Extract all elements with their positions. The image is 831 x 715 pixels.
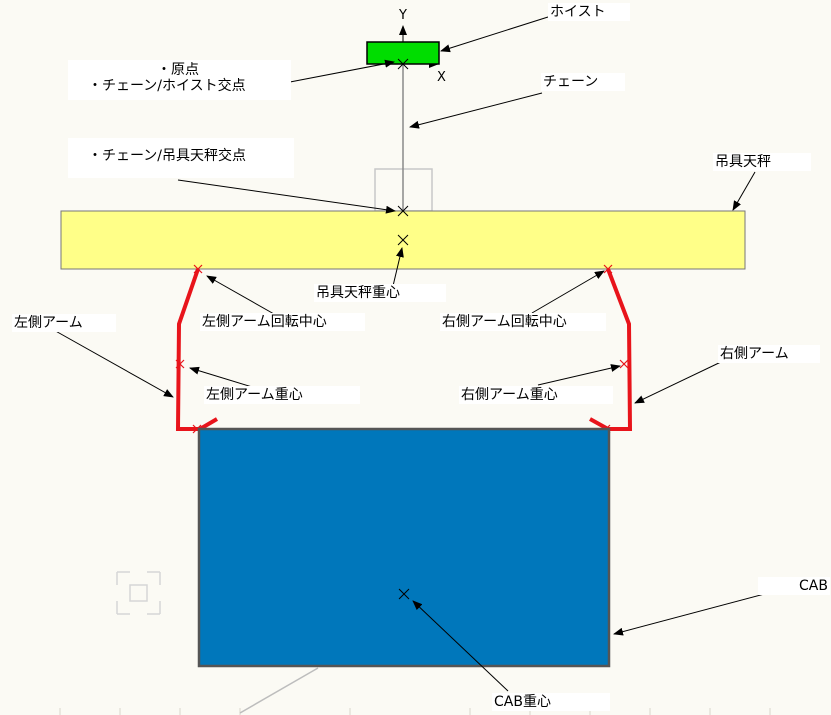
hoist-label: ホイスト bbox=[548, 3, 630, 21]
left-arm-pivot-marker bbox=[193, 264, 203, 274]
right-arm-label: 右側アーム bbox=[718, 345, 820, 363]
chain-spreader-intersection-label: ・チェーン/吊具天秤交点 bbox=[88, 148, 247, 164]
chain-spreader-intersection-marker bbox=[397, 205, 409, 217]
right-arm-cog-marker bbox=[619, 359, 629, 369]
cab-body bbox=[197, 427, 611, 668]
y-axis-label: Y bbox=[399, 8, 407, 23]
chain-hoist-intersection-label: ・チェーン/ホイスト交点 bbox=[88, 78, 246, 94]
spreader-cog-marker bbox=[397, 234, 409, 246]
spreader-cog-label: 吊具天秤重心 bbox=[314, 284, 446, 302]
reference-line-bottom bbox=[239, 667, 319, 714]
cab-cog-marker bbox=[398, 588, 410, 600]
grid-ticks bbox=[59, 708, 771, 715]
left-arm-label: 左側アーム bbox=[12, 314, 116, 332]
x-axis-label: X bbox=[437, 70, 446, 85]
right-arm-pivot-marker bbox=[603, 264, 613, 274]
origin-label-box: ・原点 ・チェーン/ホイスト交点 bbox=[68, 60, 291, 100]
right-arm bbox=[589, 268, 633, 431]
left-arm-pivot-label: 左側アーム回転中心 bbox=[200, 313, 365, 331]
cab-cog-label: CAB重心 bbox=[492, 693, 610, 711]
left-arm bbox=[175, 268, 219, 431]
cab-label: CAB bbox=[758, 577, 830, 595]
origin-marker bbox=[397, 58, 409, 70]
chain-label: チェーン bbox=[541, 73, 625, 91]
right-arm-pivot-label: 右側アーム回転中心 bbox=[440, 313, 606, 331]
right-arm-cog-label: 右側アーム重心 bbox=[459, 386, 613, 404]
left-arm-cog-marker bbox=[175, 359, 185, 369]
origin-label: ・原点 bbox=[157, 62, 199, 78]
left-arm-cog-label: 左側アーム重心 bbox=[204, 386, 360, 404]
spreader-label: 吊具天秤 bbox=[713, 153, 811, 171]
reference-square-left bbox=[116, 571, 161, 615]
chain-spreader-intersection-label-box: ・チェーン/吊具天秤交点 bbox=[68, 138, 294, 178]
hoist-block bbox=[366, 41, 440, 65]
leader-lines bbox=[51, 16, 769, 692]
